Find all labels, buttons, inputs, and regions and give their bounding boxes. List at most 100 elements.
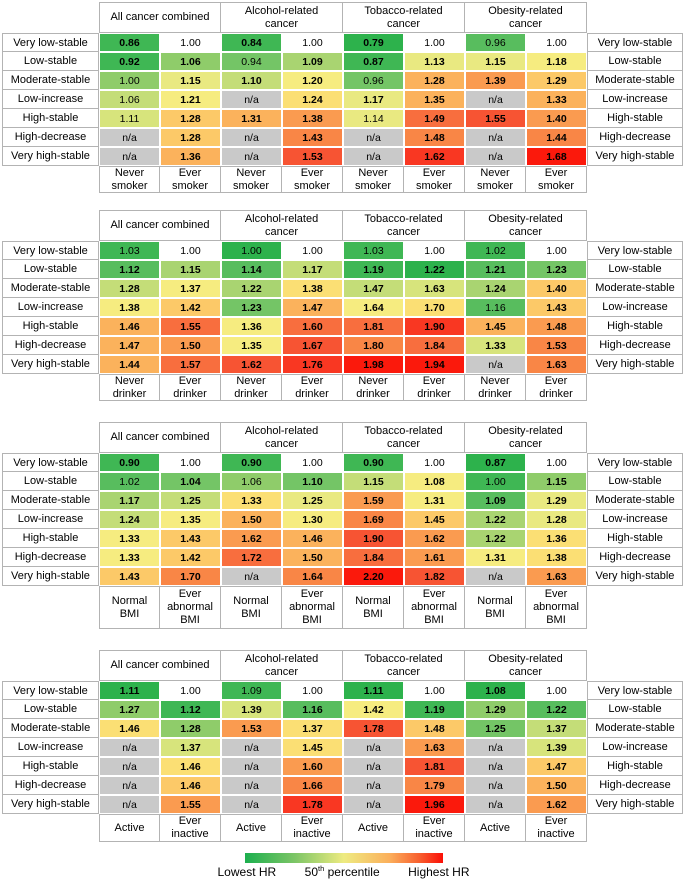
exposure-label: Normal BMI [220, 586, 282, 629]
header-spacer [2, 2, 99, 33]
heatmap-row: n/a 1.37 n/a 1.45 n/a 1.63 n/a 1.39 [99, 738, 587, 757]
cell-hr-value: 1.78 [282, 795, 343, 814]
row-label: Low-increase [587, 297, 683, 317]
cell-hr-value: 1.60 [282, 757, 343, 776]
cell-hr-value: 1.66 [282, 776, 343, 795]
cell-hr-value: 1.22 [465, 529, 526, 548]
exposure-label-row: Active Ever inactive Active Ever inactive Ac… [99, 814, 587, 842]
cell-hr-value: 1.43 [99, 567, 160, 586]
cell-hr-value: 1.37 [282, 719, 343, 738]
cell-na: n/a [221, 757, 282, 776]
exposure-label: Ever drinker [281, 374, 343, 401]
cell-hr-value: 1.24 [99, 510, 160, 529]
column-group-header: Obesity-related cancer [464, 210, 587, 241]
row-labels-left: Very low-stable Low-stable Moderate-stable… [2, 210, 99, 374]
cell-hr-value: 1.55 [160, 795, 221, 814]
cell-hr-value: 1.27 [99, 700, 160, 719]
cell-na: n/a [465, 567, 526, 586]
cell-hr-value: 1.22 [221, 279, 282, 298]
heatmap-row: 1.06 1.21 n/a 1.24 1.17 1.35 n/a 1.33 [99, 90, 587, 109]
cancer-group-header-row: All cancer combined Alcohol-related cance… [99, 210, 587, 241]
cell-hr-value: 1.18 [526, 52, 587, 71]
cell-hr-value: 1.46 [99, 317, 160, 336]
cell-hr-value: 1.38 [282, 279, 343, 298]
legend-labels: Lowest HR 50th percentile Highest HR [218, 865, 470, 879]
heatmap-panels: Very low-stable Low-stable Moderate-stable… [2, 2, 685, 842]
column-group-header: All cancer combined [99, 422, 221, 453]
cell-hr-value: 1.22 [465, 510, 526, 529]
exposure-label-row: Never drinker Ever drinker Never drinker Ev… [99, 374, 587, 401]
cell-na: n/a [343, 776, 404, 795]
header-spacer [587, 650, 683, 681]
cell-hr-value: 1.17 [99, 491, 160, 510]
exposure-label: Ever abnormal BMI [403, 586, 465, 629]
row-labels-right: Very low-stable Low-stable Moderate-stable… [587, 422, 683, 586]
cell-na: n/a [465, 795, 526, 814]
heatmap-row: 1.47 1.50 1.35 1.67 1.80 1.84 1.33 1.53 [99, 336, 587, 355]
heatmap-row: n/a 1.46 n/a 1.66 n/a 1.79 n/a 1.50 [99, 776, 587, 795]
cell-hr-value: 1.57 [160, 355, 221, 374]
cell-hr-value: 1.67 [282, 336, 343, 355]
cell-hr-value: 1.00 [282, 33, 343, 52]
cell-hr-value: 1.53 [282, 147, 343, 166]
cell-hr-value: 1.42 [160, 548, 221, 567]
row-label: Very low-stable [2, 241, 99, 260]
cell-hr-value: 1.15 [343, 472, 404, 491]
color-legend: Lowest HR 50th percentile Highest HR [2, 853, 685, 879]
cell-hr-value: 1.43 [160, 529, 221, 548]
cell-hr-value: 1.25 [282, 491, 343, 510]
cell-hr-value: 1.28 [404, 71, 465, 90]
column-group-header: All cancer combined [99, 650, 221, 681]
cell-na: n/a [99, 738, 160, 757]
heatmap-row: 1.11 1.00 1.09 1.00 1.11 1.00 1.08 1.00 [99, 681, 587, 700]
cell-hr-value: 1.50 [282, 548, 343, 567]
cell-hr-value: 1.45 [282, 738, 343, 757]
cell-hr-value: 1.47 [343, 279, 404, 298]
cell-hr-value: 1.00 [160, 681, 221, 700]
row-labels-right: Very low-stable Low-stable Moderate-stable… [587, 2, 683, 166]
cell-hr-value: 1.63 [404, 279, 465, 298]
exposure-label-row: Never smoker Ever smoker Never smoker Ever … [99, 166, 587, 193]
cell-hr-value: 1.62 [404, 529, 465, 548]
exposure-label: Normal BMI [464, 586, 526, 629]
cell-hr-value: 1.00 [404, 681, 465, 700]
heatmap-row: n/a 1.46 n/a 1.60 n/a 1.81 n/a 1.47 [99, 757, 587, 776]
row-label: High-stable [2, 316, 99, 336]
cell-hr-value: 1.17 [343, 90, 404, 109]
cell-hr-value: 1.46 [282, 529, 343, 548]
cell-hr-value: 1.25 [465, 719, 526, 738]
cell-hr-value: 1.19 [343, 260, 404, 279]
cell-na: n/a [221, 90, 282, 109]
legend-mid-superscript: th [318, 864, 325, 873]
cell-hr-value: 1.80 [343, 336, 404, 355]
header-spacer [587, 422, 683, 453]
cell-hr-value: 1.02 [465, 241, 526, 260]
cell-hr-value: 1.00 [99, 71, 160, 90]
row-label: High-decrease [587, 127, 683, 147]
row-label: High-stable [2, 528, 99, 548]
cell-hr-value: 1.04 [160, 472, 221, 491]
row-label: Moderate-stable [587, 70, 683, 90]
cell-hr-value: 1.19 [404, 700, 465, 719]
cell-hr-value: 1.81 [343, 317, 404, 336]
cell-hr-value: 1.40 [526, 109, 587, 128]
cell-na: n/a [221, 795, 282, 814]
cell-na: n/a [343, 795, 404, 814]
cell-hr-value: 1.00 [160, 33, 221, 52]
row-label: Low-stable [2, 699, 99, 719]
cell-hr-value: 1.28 [160, 109, 221, 128]
cell-hr-value: 1.79 [404, 776, 465, 795]
cell-hr-value: 1.70 [404, 298, 465, 317]
cell-na: n/a [465, 776, 526, 795]
row-labels-left: Very low-stable Low-stable Moderate-stable… [2, 650, 99, 814]
cell-hr-value: 1.49 [404, 109, 465, 128]
cell-hr-value: 1.45 [465, 317, 526, 336]
cell-hr-value: 1.28 [160, 719, 221, 738]
cancer-group-header-row: All cancer combined Alcohol-related cance… [99, 422, 587, 453]
row-label: Low-increase [587, 509, 683, 529]
cell-hr-value: 0.96 [465, 33, 526, 52]
row-label: Very high-stable [587, 354, 683, 374]
cell-hr-value: 1.38 [99, 298, 160, 317]
heatmap-row: 1.03 1.00 1.00 1.00 1.03 1.00 1.02 1.00 [99, 241, 587, 260]
